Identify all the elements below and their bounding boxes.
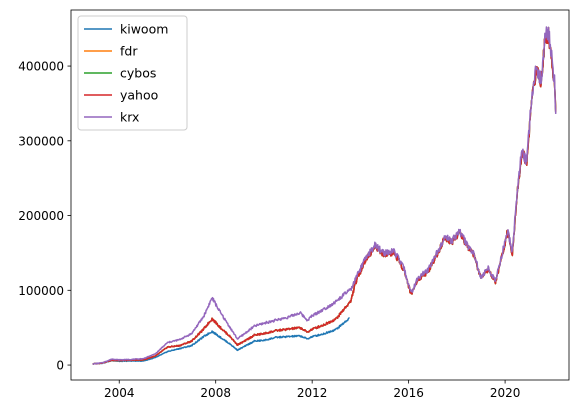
x-tick-label: 2020 (490, 386, 521, 400)
legend-label-kiwoom: kiwoom (120, 22, 168, 37)
y-tick-label: 400000 (18, 60, 64, 74)
series-layer (92, 26, 557, 365)
legend-box (77, 15, 188, 131)
y-tick-label: 300000 (18, 134, 64, 148)
legend-label-krx: krx (120, 110, 139, 125)
x-tick-label: 2004 (104, 386, 135, 400)
y-axis: 0 100000 200000 300000 400000 (18, 60, 71, 373)
legend-label-fdr: fdr (120, 44, 138, 59)
series-line-krx (92, 26, 557, 365)
legend-label-cybos: cybos (120, 66, 156, 81)
x-tick-label: 2012 (297, 386, 328, 400)
legend-label-yahoo: yahoo (120, 88, 158, 103)
x-axis: 2004 2008 2012 2016 2020 (104, 380, 520, 400)
legend: kiwoom fdr cybos yahoo krx (77, 15, 188, 131)
y-tick-label: 0 (56, 359, 64, 373)
series-line-kiwoom (92, 317, 350, 365)
plot-area-frame (70, 9, 570, 381)
y-tick-label: 100000 (18, 284, 64, 298)
x-tick-label: 2008 (200, 386, 231, 400)
x-tick-label: 2016 (393, 386, 424, 400)
y-tick-label: 200000 (18, 209, 64, 223)
